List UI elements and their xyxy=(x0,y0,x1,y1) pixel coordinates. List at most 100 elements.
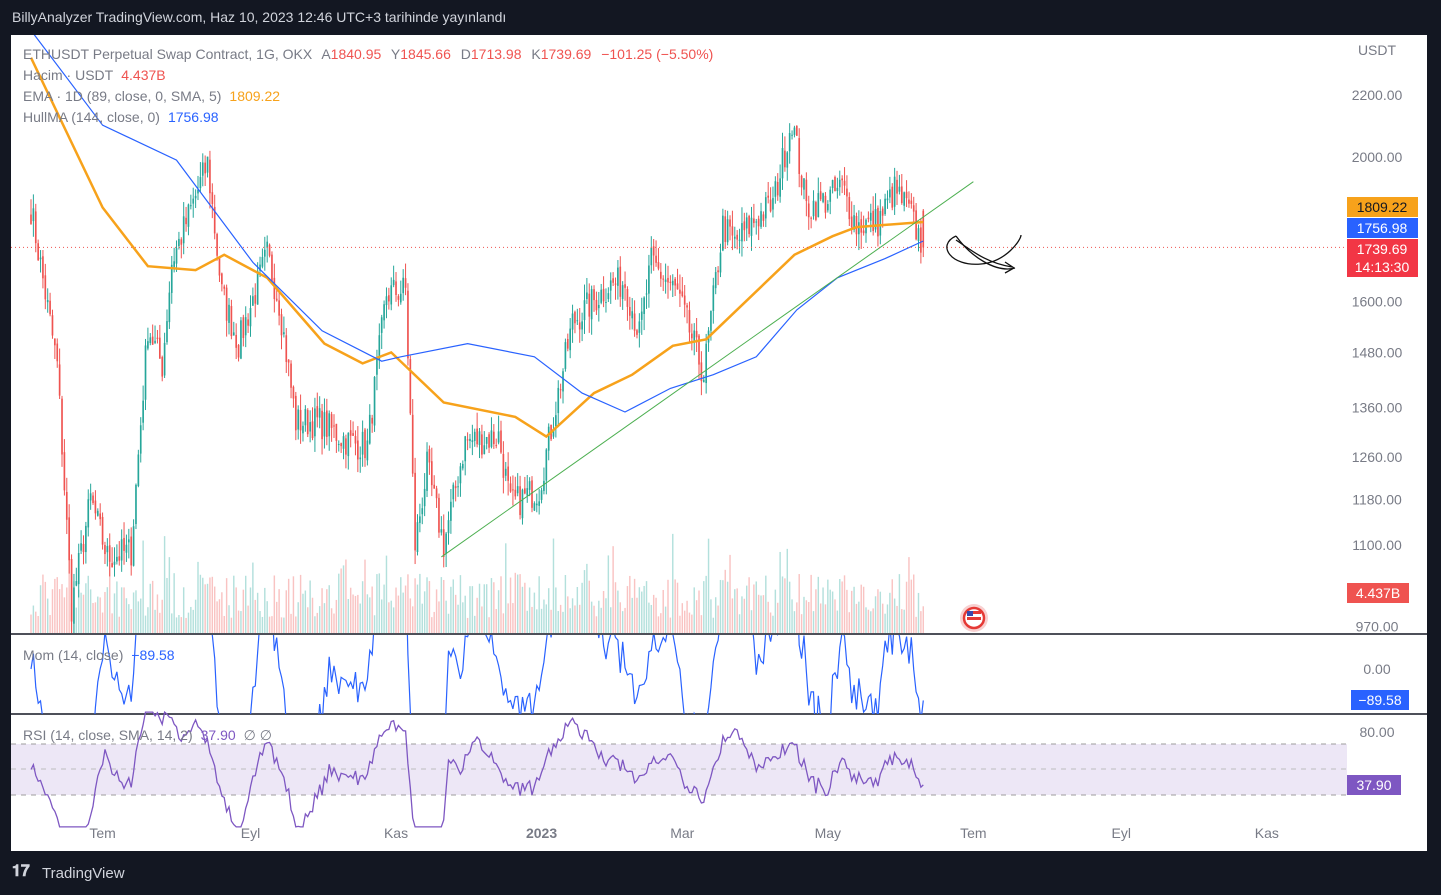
tradingview-logo-icon[interactable]: 𝟏𝟕 xyxy=(12,863,30,880)
chart-frame[interactable]: ETHUSDT Perpetual Swap Contract, 1G, OKX… xyxy=(11,35,1427,851)
us-flag-icon[interactable] xyxy=(960,604,988,632)
volume-bar xyxy=(85,583,87,633)
candle-body xyxy=(330,414,333,428)
candle-body xyxy=(514,489,517,497)
candle-body xyxy=(333,425,335,427)
volume-bar xyxy=(426,577,428,633)
candle-body xyxy=(230,306,233,337)
candle-body xyxy=(528,481,531,490)
volume-bar xyxy=(817,576,820,633)
volume-bar xyxy=(717,605,719,633)
volume-bar xyxy=(862,586,865,633)
volume-bar xyxy=(407,574,409,633)
candle-body xyxy=(884,198,886,215)
candle-body xyxy=(805,179,808,202)
volume-bar xyxy=(423,591,426,633)
candle-body xyxy=(39,257,42,260)
candle-body xyxy=(669,281,672,283)
volume-bar xyxy=(349,587,352,633)
volume-bar xyxy=(648,602,650,633)
volume-bar xyxy=(202,577,204,633)
candle-body xyxy=(841,178,843,181)
volume-bar xyxy=(311,597,314,633)
candle-body xyxy=(204,162,206,174)
volume-bar xyxy=(147,607,149,633)
candle-body xyxy=(700,362,703,382)
candle-body xyxy=(359,457,362,460)
candle-body xyxy=(280,314,283,336)
candle-body xyxy=(743,221,746,231)
volume-bar xyxy=(836,610,839,633)
drawing-arrow[interactable] xyxy=(955,239,1013,268)
volume-bar xyxy=(688,612,691,633)
legend-ema-row: EMA · 1D (89, close, 0, SMA, 5) 1809.22 xyxy=(23,88,280,104)
volume-bar xyxy=(149,583,152,633)
candle-body xyxy=(92,495,94,503)
volume-bar xyxy=(264,587,266,633)
volume-bar xyxy=(249,587,252,633)
candle-body xyxy=(753,218,755,224)
candle-body xyxy=(68,517,71,561)
volume-bar xyxy=(144,615,147,633)
volume-bar xyxy=(237,610,240,633)
candle-body xyxy=(283,332,285,335)
candle-body xyxy=(593,289,595,301)
volume-bar xyxy=(772,615,774,633)
candle-body xyxy=(135,484,137,525)
volume-bar xyxy=(626,586,629,633)
volume-bar xyxy=(235,587,237,633)
candle-body xyxy=(244,317,247,336)
footer-brand[interactable]: TradingView xyxy=(42,865,125,882)
volume-bar xyxy=(292,576,295,633)
candle-body xyxy=(32,208,35,222)
candle-body xyxy=(430,461,433,486)
candle-body xyxy=(741,223,743,242)
volume-bar xyxy=(633,578,636,633)
volume-bar xyxy=(581,582,583,633)
volume-bar xyxy=(120,587,123,633)
candle-body xyxy=(595,299,598,311)
volume-bar xyxy=(414,578,416,633)
price-axis-tick: 970.00 xyxy=(1356,619,1399,635)
trend-line[interactable] xyxy=(441,181,974,558)
volume-bar xyxy=(502,613,505,633)
candle-body xyxy=(915,210,917,240)
candle-body xyxy=(435,488,438,499)
candle-body xyxy=(123,537,125,551)
price-badge: 1739.69 14:13:30 xyxy=(1347,239,1418,277)
price-axis-tick: 1180.00 xyxy=(1352,491,1402,507)
volume-bar xyxy=(731,598,734,633)
candle-body xyxy=(822,193,824,202)
candle-body xyxy=(824,195,827,213)
ema-badge: 1809.22 xyxy=(1347,197,1418,217)
volume-bar xyxy=(586,563,588,633)
candle-body xyxy=(617,267,619,286)
price-axis[interactable]: USDT 2200.00 2000.00 1600.00 1480.00 1360.00… xyxy=(1352,42,1403,635)
chart-svg[interactable]: ETHUSDT Perpetual Swap Contract, 1G, OKX… xyxy=(11,35,1427,851)
candle-body xyxy=(619,266,622,297)
rsi-axis[interactable]: 80.00 xyxy=(1359,724,1394,740)
candle-body xyxy=(80,543,82,551)
publish-header: BillyAnalyzer TradingView.com, Haz 10, 2… xyxy=(0,0,1441,35)
time-axis[interactable]: Tem Eyl Kas 2023 Mar May Tem Eyl Kas xyxy=(89,825,1279,841)
candle-body xyxy=(576,320,579,322)
drawing-curve[interactable] xyxy=(946,234,1022,270)
candle-body xyxy=(187,204,190,227)
volume-bar xyxy=(621,611,624,633)
candle-body xyxy=(218,256,221,276)
candle-body xyxy=(75,581,78,586)
candle-body xyxy=(855,216,858,235)
candle-body xyxy=(726,219,729,243)
volume-bar xyxy=(652,594,655,633)
legend-symbol-row: ETHUSDT Perpetual Swap Contract, 1G, OKX… xyxy=(23,46,713,62)
candle-body xyxy=(662,278,665,280)
mom-axis[interactable]: 0.00 xyxy=(1363,661,1390,677)
volume-bar xyxy=(80,592,82,633)
candle-body xyxy=(161,357,164,377)
hma-line xyxy=(33,35,924,413)
candle-body xyxy=(502,453,505,478)
volume-bar xyxy=(116,581,118,633)
volume-bar xyxy=(328,585,330,633)
volume-bar xyxy=(44,581,47,633)
candle-body xyxy=(459,466,462,484)
